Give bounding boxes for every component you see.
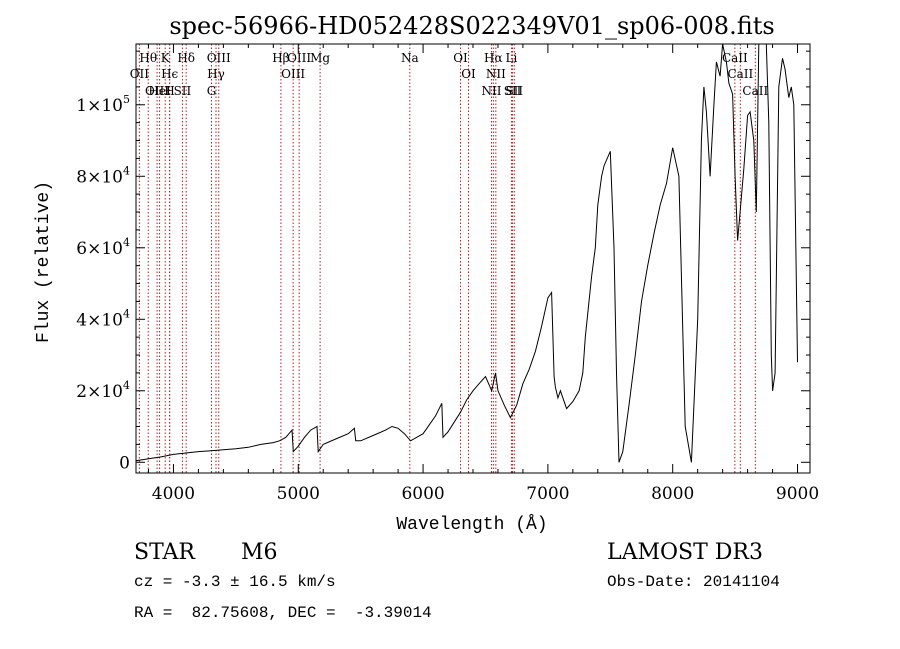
- object-subclass: M6: [241, 540, 278, 565]
- line-label: Hγ: [207, 67, 225, 81]
- y-axis: 0 2×104 4×104 6×104 8×104 1×105: [76, 50, 810, 473]
- line-label: Hβ: [272, 51, 289, 65]
- x-tick-label: 9000: [776, 484, 819, 504]
- line-label: CaII: [727, 67, 753, 81]
- line-label: OIII: [287, 51, 311, 65]
- line-label: NII: [481, 84, 501, 98]
- line-label: H: [164, 84, 174, 98]
- x-tick-label: 6000: [401, 484, 444, 504]
- x-tick-label: 7000: [526, 484, 569, 504]
- line-label: CaII: [742, 84, 768, 98]
- observation-date: Obs-Date: 20141104: [607, 573, 780, 591]
- y-tick-label: 4×104: [76, 307, 130, 330]
- plot-frame: [135, 43, 811, 474]
- line-label: Li: [506, 51, 518, 65]
- x-tick-label: 8000: [651, 484, 694, 504]
- x-tick-label: 4000: [152, 484, 195, 504]
- line-label: HeI: [148, 84, 171, 98]
- y-tick-label: 1×105: [76, 93, 130, 116]
- line-label: Hθ: [139, 51, 157, 65]
- y-tick-label: 6×104: [76, 236, 130, 259]
- survey-name: LAMOST DR3: [607, 540, 763, 565]
- line-label: SII: [505, 84, 523, 98]
- line-label: CaII: [722, 51, 748, 65]
- line-label: K: [161, 51, 171, 65]
- line-label: NII: [486, 67, 506, 81]
- line-label: Hδ: [177, 51, 195, 65]
- object-class: STAR: [134, 540, 195, 565]
- line-label: OI: [453, 51, 468, 65]
- flux-series-line: [135, 43, 798, 463]
- line-label: SII: [174, 84, 192, 98]
- x-axis: 4000 5000 6000 7000 8000 9000: [147, 44, 819, 504]
- y-axis-label: Flux (relative): [34, 181, 54, 343]
- y-tick-label: 8×104: [76, 164, 130, 187]
- line-label: SII: [504, 84, 522, 98]
- chart-title: spec-56966-HD052428S022349V01_sp06-008.f…: [169, 12, 774, 40]
- line-label: Hα: [484, 51, 503, 65]
- line-label: OIII: [207, 51, 231, 65]
- line-label: OIII: [281, 67, 305, 81]
- line-label: OI: [461, 67, 476, 81]
- spectral-line-markers: [138, 44, 756, 473]
- line-label: Mg: [310, 51, 330, 65]
- x-axis-label: Wavelength (Å): [396, 514, 547, 535]
- y-tick-label: 0: [119, 453, 130, 473]
- line-label: OII: [130, 67, 150, 81]
- x-tick-label: 5000: [277, 484, 320, 504]
- y-tick-label: 2×104: [76, 379, 130, 402]
- redshift-velocity: cz = -3.3 ± 16.5 km/s: [134, 573, 336, 591]
- line-label: Hϵ: [161, 67, 178, 81]
- sky-coordinates: RA = 82.75608, DEC = -3.39014: [134, 604, 432, 622]
- line-label: G: [207, 84, 217, 98]
- line-label: OIII: [145, 84, 169, 98]
- line-label: Na: [401, 51, 419, 65]
